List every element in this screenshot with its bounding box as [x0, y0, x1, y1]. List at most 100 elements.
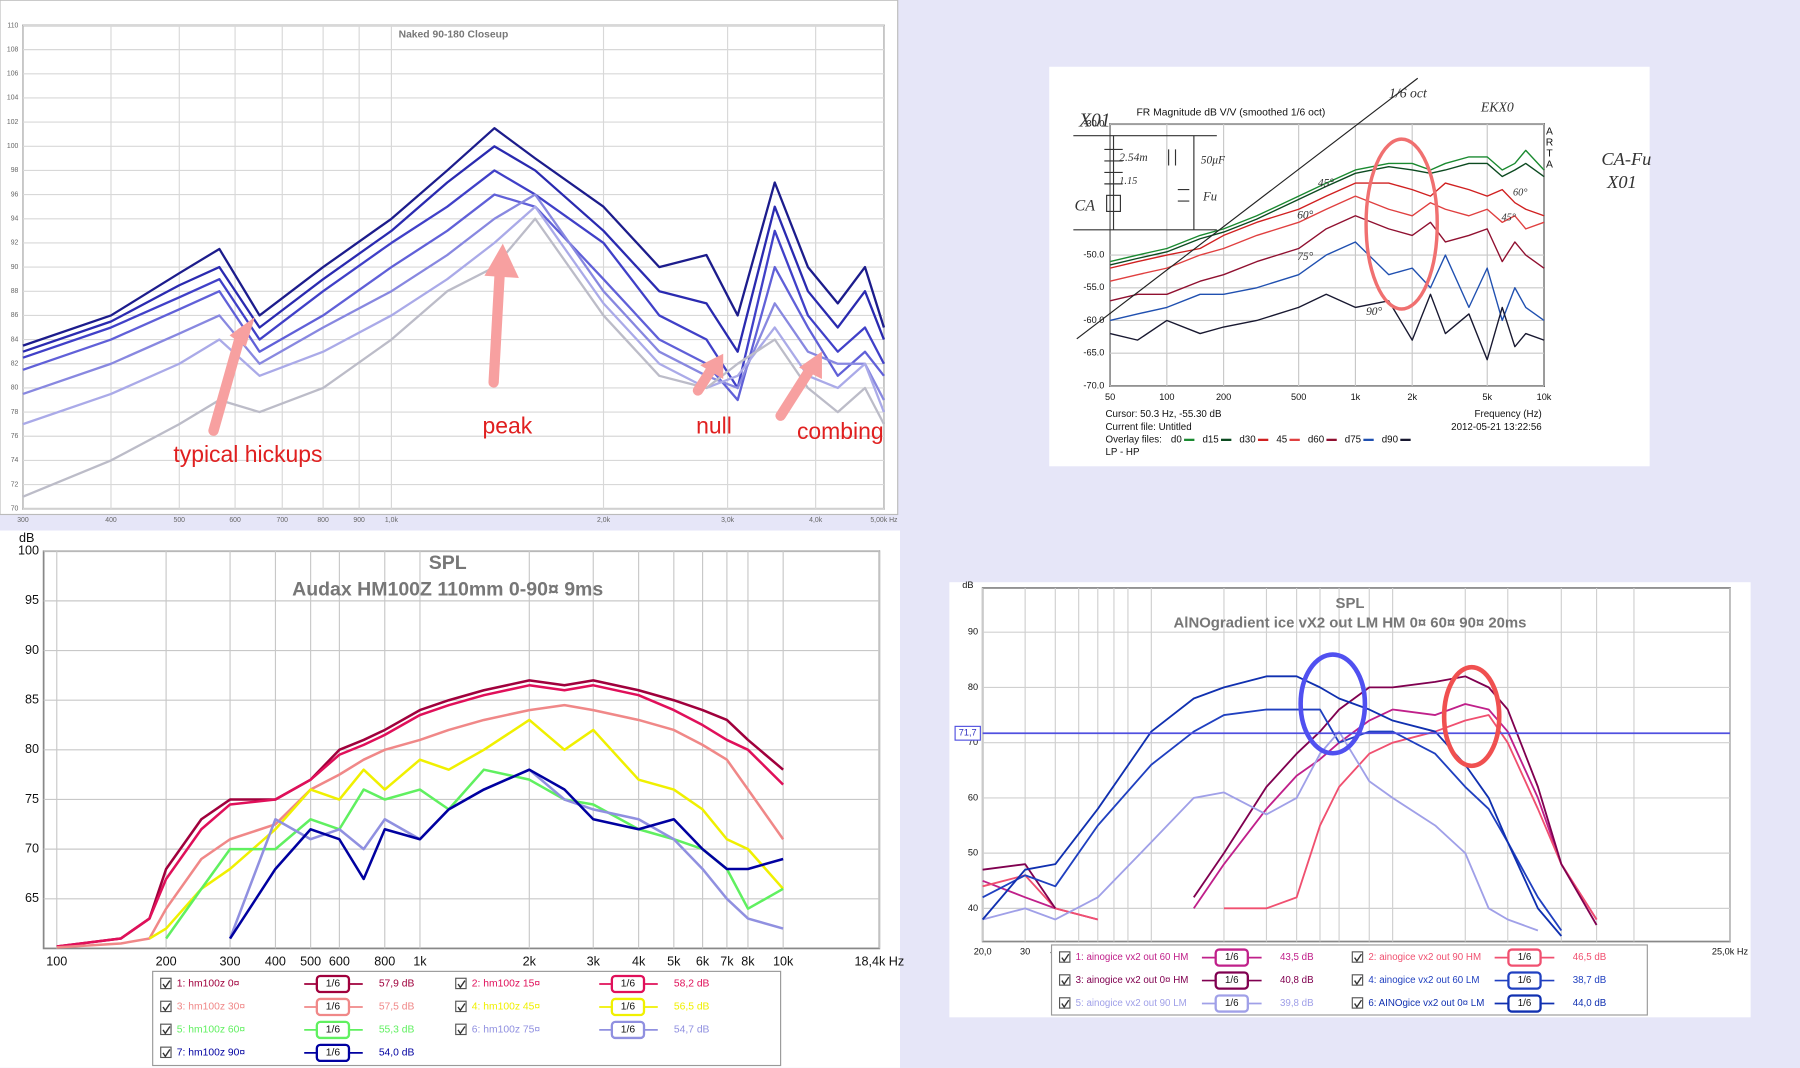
legend-level: 43,5 dB [1280, 952, 1314, 963]
legend-checkbox [1058, 997, 1071, 1009]
y-tick-label: -70.0 [1083, 380, 1104, 390]
arrows [208, 253, 818, 436]
arrow [775, 360, 818, 421]
legend-check [1354, 976, 1363, 986]
legend-smoothing-box [610, 1020, 646, 1040]
arrow-head [484, 243, 519, 279]
handwritten-note: 75° [1297, 251, 1313, 263]
x-tick-label: 300 [17, 517, 29, 524]
handwritten-note: 45° [1502, 213, 1516, 224]
legend-label: 5: ainogice vx2 out 90 LM [1076, 998, 1187, 1009]
x-tick-label: 20,0 [974, 946, 992, 956]
highlight-circle [1441, 664, 1502, 769]
y-tick-label: 76 [11, 433, 19, 440]
handwritten-note: 90° [1366, 306, 1382, 318]
x-tick-label: 4,0k [809, 517, 823, 524]
x-tick-label: 300 [220, 955, 241, 969]
y-tick-label: 75 [25, 792, 39, 806]
legend-smoothing-box [1214, 948, 1249, 967]
cursor-readout: Cursor: 50.3 Hz, -55.30 dB [1105, 409, 1221, 420]
legend-checkbox [1351, 997, 1364, 1009]
series-line [1109, 162, 1545, 266]
legend-label: 5: hm100z 60¤ [177, 1025, 246, 1036]
legend-label: 4: hm100z 45¤ [472, 1002, 541, 1013]
circuit [1073, 135, 1217, 231]
legend-check [1061, 953, 1070, 963]
overlay-label: Overlay files: [1105, 434, 1161, 445]
y-tick-label: -30.0 [1083, 119, 1104, 129]
x-tick-label: 800 [317, 517, 329, 524]
y-tick-label: 92 [11, 240, 19, 247]
legend-smoothing-box [1507, 948, 1542, 967]
y-tick-label: 60 [968, 792, 978, 802]
series-line [1109, 241, 1545, 322]
annotation: combing [797, 418, 884, 444]
arrow-head [798, 351, 822, 380]
y-tick-label: 104 [7, 95, 19, 102]
legend-smoothing-box [1507, 994, 1542, 1013]
legend-smoothing-box [315, 1043, 351, 1063]
timestamp: 2012-05-21 13:22:56 [1451, 422, 1542, 433]
legend-label: 45 [1276, 434, 1287, 445]
plot-area [981, 587, 1731, 943]
handwritten-note: Fu [1202, 190, 1217, 204]
legend-label: d75 [1345, 434, 1362, 445]
legend-check [162, 980, 171, 989]
legend-check [162, 1026, 171, 1035]
chart-title: SPL [429, 552, 467, 574]
x-tick-label: 5,00k Hz [870, 517, 898, 524]
legend-smoothing: 1/6 [621, 1025, 636, 1036]
series-line [165, 768, 784, 940]
y-tick-label: 88 [11, 288, 19, 295]
y-tick-label: 84 [11, 336, 19, 343]
x-tick-label: 25,0k Hz [1712, 946, 1749, 956]
series-line [1109, 195, 1545, 282]
cursor-label: 71,7 [959, 728, 977, 738]
legend-level: 39,8 dB [1280, 998, 1314, 1009]
x-tick-label: 2k [1407, 392, 1417, 402]
x-tick-label: 900 [353, 517, 365, 524]
handwritten-note: 1/6 oct [1389, 85, 1428, 100]
handwritten-note: 60° [1513, 187, 1527, 198]
legend-check [457, 980, 466, 989]
x-tick-label: 10k [1537, 392, 1552, 402]
handwritten-note: EKX0 [1480, 99, 1514, 114]
y-tick-label: 80 [968, 682, 978, 692]
legend-smoothing: 1/6 [1225, 952, 1239, 963]
legend-level: 57,9 dB [379, 979, 415, 990]
series-line [1109, 149, 1545, 263]
series-line [22, 127, 886, 347]
y-tick-label: 86 [11, 312, 19, 319]
x-tick-label: 200 [156, 955, 177, 969]
y-tick-label: 78 [11, 409, 19, 416]
x-tick-label: 2,0k [597, 517, 611, 524]
x-tick-label: 7k [720, 955, 734, 969]
handwritten-note: X01 [1078, 110, 1110, 131]
y-tick-label: 70 [968, 737, 978, 747]
series-line [148, 718, 785, 940]
y-tick-label: -55.0 [1083, 282, 1104, 292]
handwritten-note: CA-Fu [1601, 149, 1651, 169]
legend-checkbox [1351, 951, 1364, 963]
x-tick-label: 500 [300, 955, 321, 969]
legend-check [162, 1049, 171, 1058]
legend-smoothing: 1/6 [1518, 998, 1532, 1009]
legend-smoothing: 1/6 [1225, 998, 1239, 1009]
brand-label: ARTA [1544, 126, 1555, 170]
legend-checkbox [455, 977, 467, 990]
legend-label: 3: hm100z 30¤ [177, 1002, 246, 1013]
legend-check [1354, 953, 1363, 963]
legend-level: 38,7 dB [1573, 975, 1607, 986]
legend-smoothing: 1/6 [621, 1002, 636, 1013]
handwritten-note: X01 [1606, 172, 1637, 192]
x-tick-label: 600 [329, 955, 350, 969]
y-tick-label: 110 [7, 22, 18, 29]
current-file: Current file: Untitled [1105, 422, 1191, 433]
legend-checkbox [1058, 974, 1071, 986]
legend-checkbox [1351, 974, 1364, 986]
legend-label: 1: ainogice vx2 out 60 HM [1076, 952, 1189, 963]
slope-line [1076, 77, 1419, 340]
x-tick-label: 18,4k Hz [854, 955, 904, 969]
legend-smoothing-box [315, 1020, 351, 1040]
legend-smoothing: 1/6 [1518, 975, 1532, 986]
